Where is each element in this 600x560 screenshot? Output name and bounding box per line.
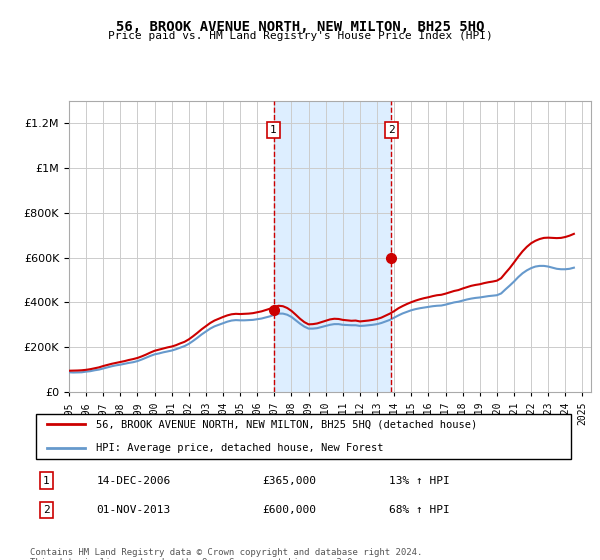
Text: 1: 1 <box>43 476 50 486</box>
Text: 14-DEC-2006: 14-DEC-2006 <box>96 476 170 486</box>
Text: 68% ↑ HPI: 68% ↑ HPI <box>389 505 449 515</box>
Text: HPI: Average price, detached house, New Forest: HPI: Average price, detached house, New … <box>96 443 384 453</box>
Bar <box>274 101 391 392</box>
Text: £600,000: £600,000 <box>262 505 316 515</box>
FancyBboxPatch shape <box>35 414 571 459</box>
Text: £365,000: £365,000 <box>262 476 316 486</box>
Text: 2: 2 <box>43 505 50 515</box>
Text: 56, BROOK AVENUE NORTH, NEW MILTON, BH25 5HQ (detached house): 56, BROOK AVENUE NORTH, NEW MILTON, BH25… <box>96 419 478 429</box>
Text: Price paid vs. HM Land Registry's House Price Index (HPI): Price paid vs. HM Land Registry's House … <box>107 31 493 41</box>
Text: Contains HM Land Registry data © Crown copyright and database right 2024.
This d: Contains HM Land Registry data © Crown c… <box>30 548 422 560</box>
Text: 13% ↑ HPI: 13% ↑ HPI <box>389 476 449 486</box>
Text: 2: 2 <box>388 125 395 135</box>
Text: 56, BROOK AVENUE NORTH, NEW MILTON, BH25 5HQ: 56, BROOK AVENUE NORTH, NEW MILTON, BH25… <box>116 20 484 34</box>
Text: 01-NOV-2013: 01-NOV-2013 <box>96 505 170 515</box>
Text: 1: 1 <box>270 125 277 135</box>
